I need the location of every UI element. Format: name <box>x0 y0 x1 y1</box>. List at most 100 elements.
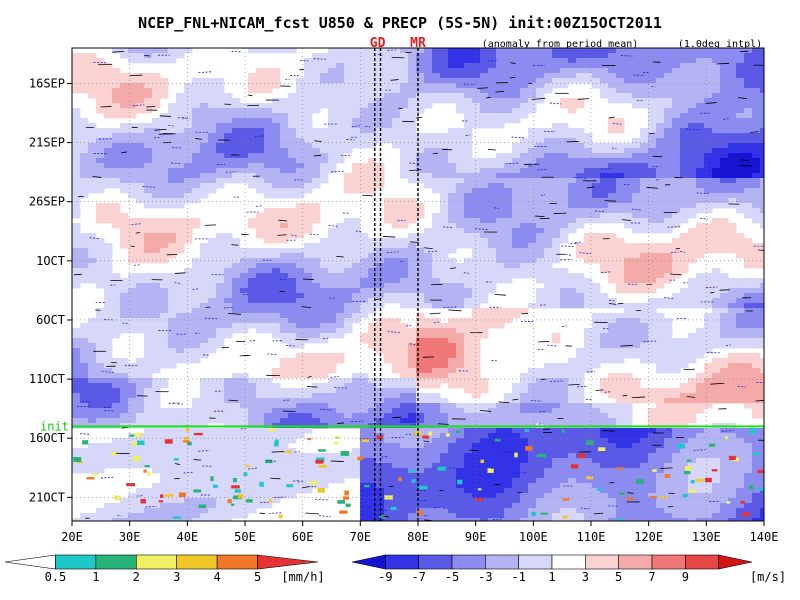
field-cell <box>304 278 313 284</box>
field-cell <box>720 308 729 314</box>
field-cell <box>424 348 433 354</box>
field-cell <box>248 383 257 389</box>
field-cell <box>120 318 129 324</box>
field-cell <box>168 288 177 294</box>
field-cell <box>528 98 537 104</box>
field-cell <box>592 363 601 369</box>
field-cell <box>664 228 673 234</box>
field-cell <box>528 408 537 414</box>
field-cell <box>584 368 593 374</box>
field-cell <box>696 203 705 209</box>
field-cell <box>504 53 513 59</box>
field-cell <box>456 103 465 109</box>
field-cell <box>344 268 353 274</box>
field-cell <box>616 248 625 254</box>
field-cell <box>288 108 297 114</box>
field-cell <box>128 308 137 314</box>
field-cell <box>464 73 473 79</box>
field-cell <box>320 98 329 104</box>
field-cell <box>584 58 593 64</box>
field-cell <box>552 373 561 379</box>
field-cell <box>552 388 561 394</box>
field-cell <box>144 413 153 419</box>
field-cell <box>496 178 505 184</box>
field-cell <box>616 353 625 359</box>
field-cell <box>448 168 457 174</box>
field-cell <box>592 173 601 179</box>
field-cell <box>448 198 457 204</box>
field-cell <box>144 98 153 104</box>
field-cell <box>720 313 729 319</box>
field-cell <box>184 148 193 154</box>
field-cell <box>536 278 545 284</box>
field-cell <box>96 348 105 354</box>
field-cell <box>464 128 473 134</box>
field-cell <box>664 148 673 154</box>
field-cell <box>600 403 609 409</box>
field-cell <box>728 353 737 359</box>
field-cell <box>528 73 537 79</box>
field-cell <box>344 83 353 89</box>
field-cell <box>632 143 641 149</box>
field-cell <box>696 328 705 334</box>
field-cell <box>464 108 473 114</box>
field-cell <box>280 248 289 254</box>
field-cell <box>160 323 169 329</box>
field-cell <box>368 398 377 404</box>
field-cell <box>232 413 241 419</box>
field-cell <box>528 393 537 399</box>
field-cell <box>664 163 673 169</box>
field-cell <box>576 378 585 384</box>
field-cell <box>456 343 465 349</box>
field-cell <box>720 298 729 304</box>
field-cell <box>704 328 713 334</box>
field-cell <box>264 248 273 254</box>
field-cell <box>336 403 345 409</box>
field-cell <box>456 48 465 54</box>
field-cell <box>176 408 185 414</box>
field-cell <box>216 148 225 154</box>
field-cell <box>304 228 313 234</box>
field-cell <box>112 218 121 224</box>
field-cell <box>536 303 545 309</box>
field-cell <box>688 408 697 414</box>
field-cell <box>272 213 281 219</box>
field-cell <box>480 218 489 224</box>
field-cell <box>304 188 313 194</box>
field-cell <box>624 243 633 249</box>
field-cell <box>216 318 225 324</box>
field-cell <box>416 293 425 299</box>
field-cell <box>104 108 113 114</box>
field-cell <box>416 243 425 249</box>
field-cell <box>728 333 737 339</box>
field-cell <box>168 188 177 194</box>
field-cell <box>520 98 529 104</box>
field-cell <box>168 173 177 179</box>
field-cell <box>608 163 617 169</box>
field-cell <box>624 163 633 169</box>
field-cell <box>592 338 601 344</box>
field-cell <box>472 353 481 359</box>
field-cell <box>392 283 401 289</box>
field-cell <box>360 178 369 184</box>
field-cell <box>280 173 289 179</box>
field-cell <box>448 203 457 209</box>
field-cell <box>752 343 761 349</box>
field-cell <box>704 108 713 114</box>
field-cell <box>392 223 401 229</box>
field-cell <box>424 48 433 54</box>
field-cell <box>96 78 105 84</box>
field-cell <box>560 208 569 214</box>
field-cell <box>472 273 481 279</box>
field-cell <box>232 243 241 249</box>
field-cell <box>520 168 529 174</box>
field-cell <box>192 313 201 319</box>
field-cell <box>88 328 97 334</box>
field-cell <box>688 173 697 179</box>
field-cell <box>96 183 105 189</box>
field-cell <box>144 298 153 304</box>
field-cell <box>120 383 129 389</box>
field-cell <box>552 238 561 244</box>
field-cell <box>520 188 529 194</box>
field-cell <box>656 228 665 234</box>
